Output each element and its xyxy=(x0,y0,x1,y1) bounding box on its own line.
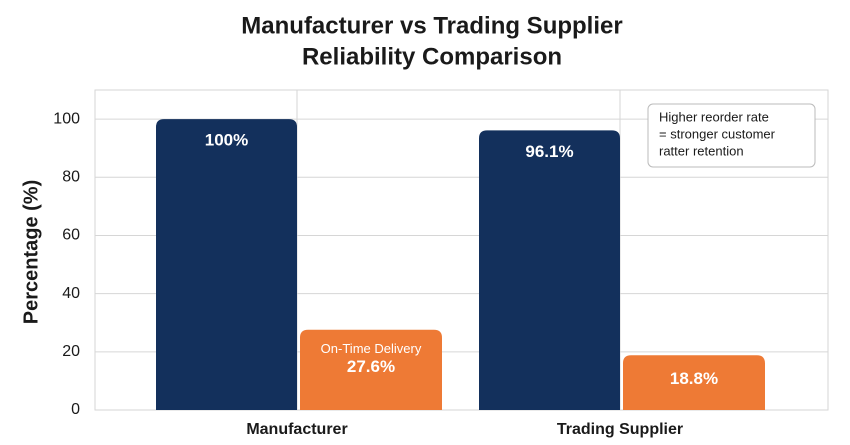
x-tick-label: Manufacturer xyxy=(246,421,347,438)
value-label: 96.1% xyxy=(525,142,573,161)
bar xyxy=(479,130,620,410)
bar xyxy=(156,119,297,410)
value-label: 27.6% xyxy=(347,357,395,376)
annotation-text: Higher reorder rate xyxy=(659,109,769,124)
annotation-text: = stronger customer xyxy=(659,126,776,141)
annotation-text: ratter retention xyxy=(659,143,744,158)
value-label: 18.8% xyxy=(670,369,718,388)
annotation-box xyxy=(647,103,816,168)
value-label: 100% xyxy=(205,131,248,150)
y-tick-label: 60 xyxy=(62,227,80,244)
y-axis-label: Percentage (%) xyxy=(20,180,42,325)
y-tick-label: 80 xyxy=(62,168,80,185)
x-tick-label: Trading Supplier xyxy=(557,421,683,438)
y-tick-label: 20 xyxy=(62,343,80,360)
y-tick-label: 0 xyxy=(71,401,80,418)
chart-title: Reliability Comparison xyxy=(302,43,562,70)
bar xyxy=(300,329,442,410)
y-tick-label: 40 xyxy=(62,285,80,302)
y-tick-label: 100 xyxy=(53,110,80,127)
series-name: On-Time Delivery xyxy=(321,341,422,356)
chart-title: Manufacturer vs Trading Supplier xyxy=(241,12,622,39)
bar xyxy=(623,355,765,410)
